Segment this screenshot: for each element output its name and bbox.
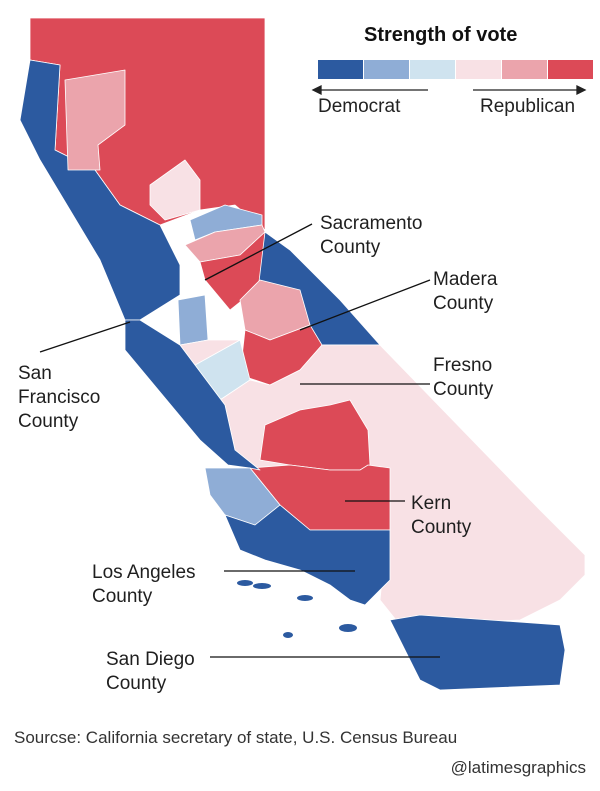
label-san-francisco: San Francisco County: [18, 363, 101, 432]
legend-swatch-slight-republican: [456, 60, 501, 79]
label-sacramento: Sacramento County: [320, 213, 423, 258]
source-note: Sourcse: California secretary of state, …: [14, 728, 458, 747]
legend-swatch-strong-democrat: [318, 60, 363, 79]
leader-sacramento: [204, 223, 313, 281]
leader-madera: [299, 279, 431, 331]
county-trinity: [64, 69, 126, 171]
channel-islands: [237, 580, 357, 638]
island: [253, 583, 271, 589]
label-san-diego: San Diego County: [106, 649, 195, 694]
credit-handle: @latimesgraphics: [450, 758, 586, 777]
label-madera: Madera County: [433, 269, 498, 314]
island: [339, 624, 357, 632]
legend-swatch-strong-republican: [548, 60, 593, 79]
county-regions: [19, 17, 586, 691]
legend-swatch-slight-democrat: [410, 60, 455, 79]
legend-republican-label: Republican: [480, 96, 576, 117]
legend-title: Strength of vote: [364, 24, 518, 46]
county-solano: [177, 294, 209, 346]
arrow-left-icon: [311, 84, 322, 96]
legend-swatch-lean-republican: [502, 60, 547, 79]
county-plumas: [149, 159, 201, 221]
island: [297, 595, 313, 601]
arrow-right-icon: [576, 84, 587, 96]
leader-lines: [39, 223, 440, 658]
island: [237, 580, 253, 586]
county-san-diego: [389, 614, 566, 691]
leader-san-francisco: [39, 321, 131, 353]
county-los-angeles: [224, 504, 391, 606]
label-los-angeles: Los Angeles County: [92, 562, 196, 607]
legend-arrows: [311, 84, 587, 96]
legend-democrat-label: Democrat: [318, 96, 401, 117]
label-kern: Kern County: [411, 493, 472, 538]
label-fresno: Fresno County: [433, 355, 494, 400]
island: [283, 632, 293, 638]
legend-swatch-lean-democrat: [364, 60, 409, 79]
